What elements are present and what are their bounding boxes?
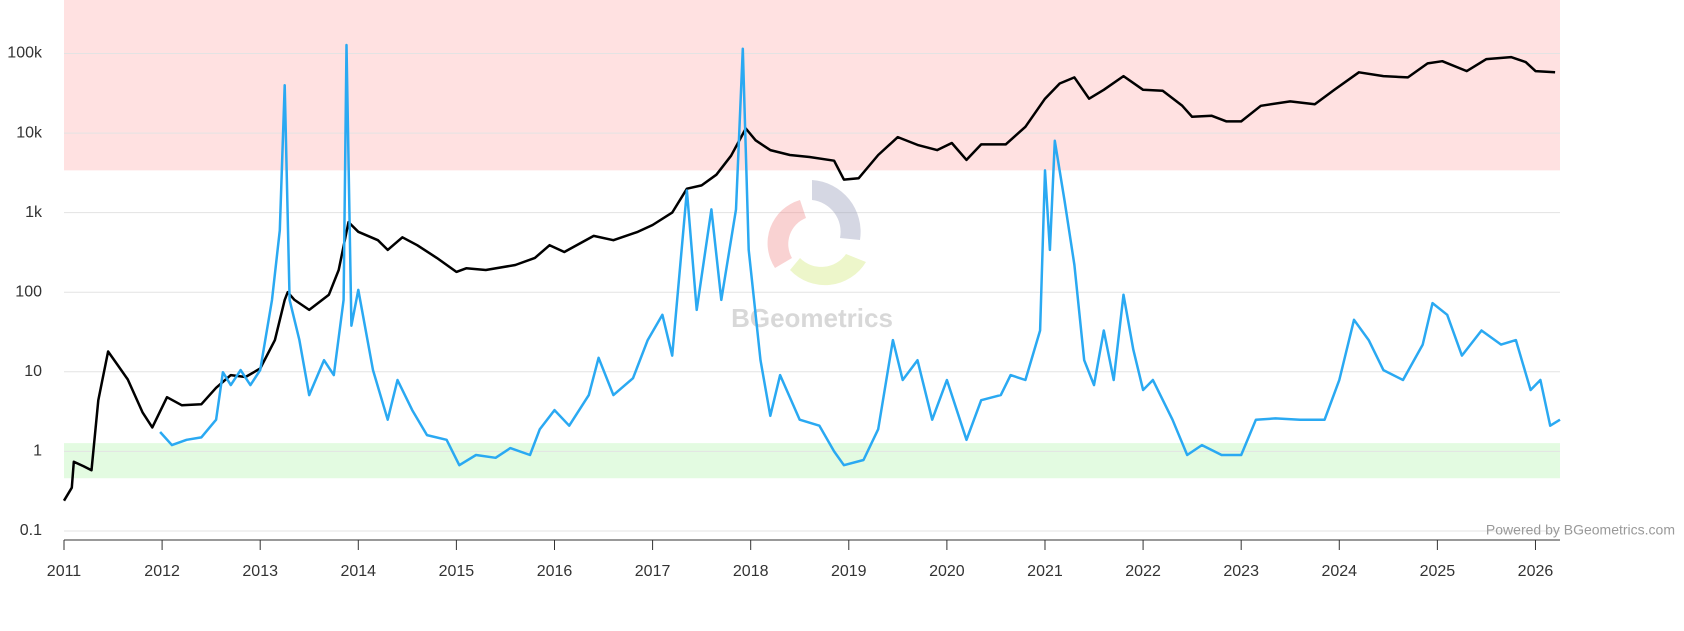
axes: 0.1 1 10 100 1k 10k 100k 2011 2012 2013 2014 2015 20… <box>7 45 1560 580</box>
y-tick-label: 1k <box>25 204 43 221</box>
series-line <box>159 43 1561 467</box>
watermark-logo <box>767 180 866 286</box>
y-tick-label: 10k <box>16 124 43 141</box>
x-tick-label: 2016 <box>537 563 573 580</box>
y-tick-label: 100k <box>7 45 43 62</box>
x-tick-label: 2025 <box>1420 563 1456 580</box>
x-tick-label: 2023 <box>1223 563 1259 580</box>
x-tick-label: 2021 <box>1027 563 1063 580</box>
lines <box>62 43 1561 502</box>
y-tick-label: 0.1 <box>20 522 42 539</box>
x-tick-label: 2022 <box>1125 563 1161 580</box>
y-tick-label: 100 <box>15 283 42 300</box>
x-tick-label: 2014 <box>340 563 376 580</box>
x-tick-label: 2020 <box>929 563 965 580</box>
grid <box>64 52 1560 532</box>
y-tick-label: 10 <box>24 363 42 380</box>
band <box>64 443 1560 479</box>
x-tick-label: 2024 <box>1321 563 1357 580</box>
credit: Powered by BGeometrics.com <box>1486 522 1675 538</box>
bands <box>64 0 1560 479</box>
band <box>64 0 1560 171</box>
x-tick-label: 2018 <box>733 563 769 580</box>
x-tick-label: 2019 <box>831 563 867 580</box>
x-tick-label: 2012 <box>144 563 180 580</box>
x-tick-label: 2013 <box>242 563 278 580</box>
x-tick-label: 2017 <box>635 563 671 580</box>
x-tick-label: 2015 <box>439 563 475 580</box>
x-tick-label: 2011 <box>47 563 82 580</box>
y-tick-label: 1 <box>33 443 42 460</box>
x-tick-label: 2026 <box>1518 563 1554 580</box>
